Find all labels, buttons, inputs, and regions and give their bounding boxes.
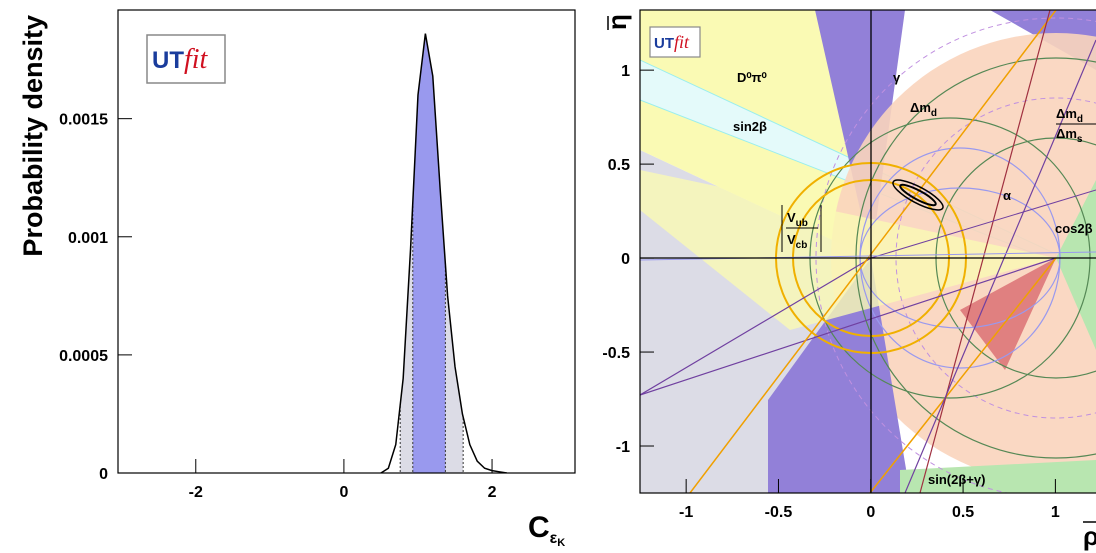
y-tick-label: 0.0015 bbox=[59, 112, 108, 129]
x-tick-label: 1 bbox=[1051, 504, 1060, 521]
constraint-line bbox=[919, 10, 1051, 493]
x-label-subsub: K bbox=[557, 537, 565, 549]
annotation-sub: d bbox=[1077, 114, 1083, 125]
annotation: D⁰π⁰ bbox=[737, 70, 768, 85]
logo-prefix: UT bbox=[654, 35, 674, 52]
fit-contour bbox=[892, 179, 944, 211]
y-tick-label: 1 bbox=[621, 63, 630, 80]
annotation: Δms bbox=[1056, 126, 1083, 145]
y-tick-label: 0 bbox=[621, 251, 630, 268]
logo-box bbox=[146, 34, 226, 84]
annotation-main: Δm bbox=[1056, 126, 1077, 141]
frame bbox=[639, 9, 1096, 494]
annotation-sub: s bbox=[1077, 134, 1083, 145]
x-tick-label: 2 bbox=[488, 484, 497, 501]
y-tick-label: 0.0005 bbox=[59, 348, 108, 365]
annotation: α bbox=[1003, 188, 1011, 203]
y-tick-label: -1 bbox=[616, 439, 630, 456]
interval-group bbox=[399, 33, 464, 473]
annotation: Vub bbox=[787, 210, 808, 229]
x-tick-label: -1 bbox=[679, 504, 693, 521]
constraint-line bbox=[640, 257, 1057, 396]
constraint-line bbox=[870, 189, 1096, 259]
logo-text: UTfit bbox=[152, 44, 209, 75]
annotation-main: Δm bbox=[910, 100, 931, 115]
x-tick-label: -2 bbox=[189, 484, 203, 501]
constraint-line bbox=[640, 251, 1096, 261]
interval bbox=[412, 33, 446, 473]
logo: UTfit bbox=[146, 34, 226, 84]
x-tick-label: -0.5 bbox=[765, 504, 793, 521]
annotation-main: V bbox=[787, 232, 796, 247]
region-gamma-bottom bbox=[768, 258, 910, 493]
annotation: γ bbox=[893, 70, 901, 85]
annotation: Vcb bbox=[787, 232, 807, 251]
constraint-line bbox=[904, 39, 1096, 493]
logo-suffix: fit bbox=[184, 44, 209, 75]
y-axis-label: Probability density bbox=[18, 15, 48, 257]
right-panel: D⁰π⁰ γ Δmd Δmd Δms sin2β α Vub Vcb cos2β… bbox=[602, 9, 1096, 551]
x-tick-label: 0 bbox=[866, 504, 875, 521]
annotation: Δmd bbox=[1056, 106, 1083, 125]
density-curve bbox=[380, 33, 507, 473]
frame bbox=[117, 9, 576, 474]
region-gamma-top bbox=[815, 10, 905, 258]
constraint-line bbox=[869, 257, 1057, 493]
annotation-main: Δm bbox=[1056, 106, 1077, 121]
logo-box bbox=[649, 26, 701, 58]
region-sin2beta-low bbox=[640, 170, 1056, 330]
annotation: Δmd bbox=[910, 100, 937, 119]
x-label-main: C bbox=[528, 511, 550, 544]
constraint-regions bbox=[640, 10, 1096, 493]
constraint-line bbox=[689, 10, 1057, 493]
y-tick-label: 0.001 bbox=[68, 230, 108, 247]
annotation: cos2β bbox=[1055, 221, 1093, 236]
logo-prefix: UT bbox=[152, 47, 184, 74]
annotation-sub: ub bbox=[796, 218, 808, 229]
x-tick-label: 0 bbox=[339, 484, 348, 501]
region-alpha bbox=[960, 258, 1056, 370]
y-tick-label: -0.5 bbox=[602, 345, 630, 362]
logo-text: UTfit bbox=[654, 32, 690, 52]
y-tick-label: 0 bbox=[99, 466, 108, 483]
annotation-sub: cb bbox=[796, 240, 808, 251]
x-label-sub: ε bbox=[550, 530, 558, 547]
region-sin2bg bbox=[900, 460, 1096, 493]
fit-contour bbox=[899, 183, 937, 207]
annotation: sin(2β+γ) bbox=[928, 472, 985, 487]
logo-suffix: fit bbox=[674, 32, 690, 52]
curve-group bbox=[380, 33, 507, 473]
logo: UTfit bbox=[649, 26, 701, 58]
annotation-sub: d bbox=[931, 108, 937, 119]
x-tick-label: 0.5 bbox=[952, 504, 974, 521]
y-tick-label: 0.5 bbox=[608, 157, 630, 174]
constraint-line bbox=[640, 257, 872, 396]
annotation: sin2β bbox=[733, 119, 767, 134]
annotation-main: V bbox=[787, 210, 796, 225]
x-axis-label: CεK bbox=[528, 511, 565, 549]
y-axis-label: η bbox=[602, 14, 632, 30]
annotations: D⁰π⁰ γ Δmd Δmd Δms sin2β α Vub Vcb cos2β… bbox=[733, 70, 1096, 487]
x-axis-label: ρ bbox=[1083, 521, 1096, 551]
